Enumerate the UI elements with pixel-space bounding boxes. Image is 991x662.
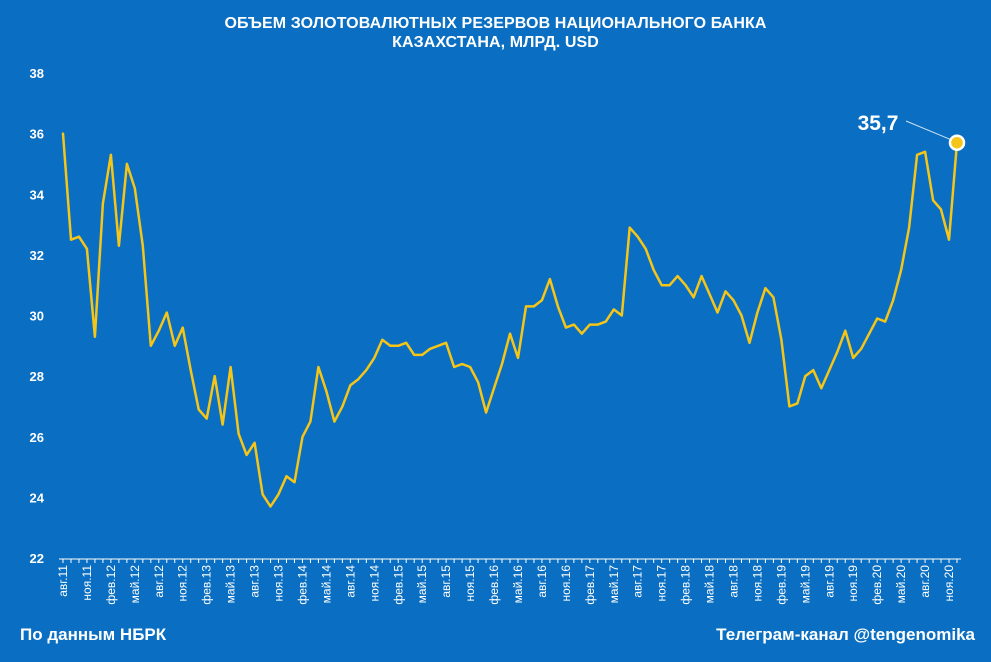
x-tick-label: ноя.13 xyxy=(272,565,286,602)
x-tick-label: ноя.18 xyxy=(750,565,764,602)
x-tick-label: авг.20 xyxy=(918,565,932,598)
x-tick-label: авг.13 xyxy=(248,565,262,598)
x-tick-label: ноя.19 xyxy=(846,565,860,602)
source-note: По данным НБРК xyxy=(20,625,167,644)
series-layer xyxy=(61,132,959,508)
y-axis: 22 24 26 28 30 32 34 36 38 xyxy=(30,66,45,566)
x-tick-label: ноя.15 xyxy=(463,565,477,602)
x-tick-label: авг.11 xyxy=(56,565,70,597)
y-tick-label: 28 xyxy=(30,369,44,384)
x-tick-label: ноя.11 xyxy=(80,565,94,601)
x-tick-label: ноя.16 xyxy=(559,565,573,602)
y-tick-label: 32 xyxy=(30,248,44,263)
x-tick-label: май.13 xyxy=(224,565,238,604)
x-tick-label: фев.14 xyxy=(295,565,309,605)
x-tick-label: ноя.20 xyxy=(942,565,956,602)
x-tick-label: ноя.14 xyxy=(367,565,381,602)
x-tick-label: май.15 xyxy=(415,565,429,604)
x-tick-label: авг.17 xyxy=(631,565,645,598)
telegram-channel-link[interactable]: Телеграм-канал @tengenomika xyxy=(716,625,975,644)
annotation-layer: 35,7 xyxy=(858,112,966,151)
y-tick-label: 24 xyxy=(30,490,45,505)
y-tick-label: 30 xyxy=(30,309,44,324)
x-tick-label: май.12 xyxy=(128,565,142,604)
x-tick-label: авг.14 xyxy=(343,565,357,598)
x-tick-label: фев.16 xyxy=(487,565,501,605)
x-tick-label: фев.13 xyxy=(200,565,214,605)
chart-title-line-2: КАЗАХСТАНА, МЛРД. USD xyxy=(392,34,599,51)
x-tick-label: май.14 xyxy=(319,565,333,604)
chart-title: ОБЪЕМ ЗОЛОТОВАЛЮТНЫХ РЕЗЕРВОВ НАЦИОНАЛЬН… xyxy=(0,14,991,52)
x-tick-label: авг.12 xyxy=(152,565,166,598)
y-tick-label: 34 xyxy=(30,187,45,202)
x-tick-label: фев.20 xyxy=(870,565,884,605)
last-value-label: 35,7 xyxy=(858,112,899,135)
y-tick-label: 22 xyxy=(30,551,44,566)
x-tick-label: авг.15 xyxy=(439,565,453,598)
series-line-reserves xyxy=(61,132,959,508)
x-tick-label: авг.16 xyxy=(535,565,549,598)
x-tick-label: авг.18 xyxy=(727,565,741,598)
annotation-leader-line xyxy=(905,120,952,141)
x-tick-label: фев.17 xyxy=(583,565,597,605)
x-tick-label: фев.12 xyxy=(104,565,118,605)
last-point-marker xyxy=(948,134,966,151)
y-tick-label: 26 xyxy=(30,430,44,445)
x-axis: авг.11 ноя.11 фев.12 май.12 авг.12 ноя.12 фев.… xyxy=(56,558,961,605)
x-tick-label: фев.19 xyxy=(774,565,788,605)
x-tick-label: ноя.17 xyxy=(655,565,669,602)
chart-title-line-1: ОБЪЕМ ЗОЛОТОВАЛЮТНЫХ РЕЗЕРВОВ НАЦИОНАЛЬН… xyxy=(224,15,767,32)
x-tick-label: май.18 xyxy=(703,565,717,604)
y-tick-label: 36 xyxy=(30,127,44,142)
y-tick-label: 38 xyxy=(30,66,44,81)
x-tick-label: май.19 xyxy=(798,565,812,604)
x-tick-label: авг.19 xyxy=(822,565,836,598)
x-tick-label: ноя.12 xyxy=(176,565,190,602)
x-tick-label: май.16 xyxy=(511,565,525,604)
x-tick-label: фев.18 xyxy=(679,565,693,605)
x-tick-label: фев.15 xyxy=(391,565,405,605)
x-tick-label: май.17 xyxy=(607,565,621,604)
x-tick-label: май.20 xyxy=(894,565,908,604)
